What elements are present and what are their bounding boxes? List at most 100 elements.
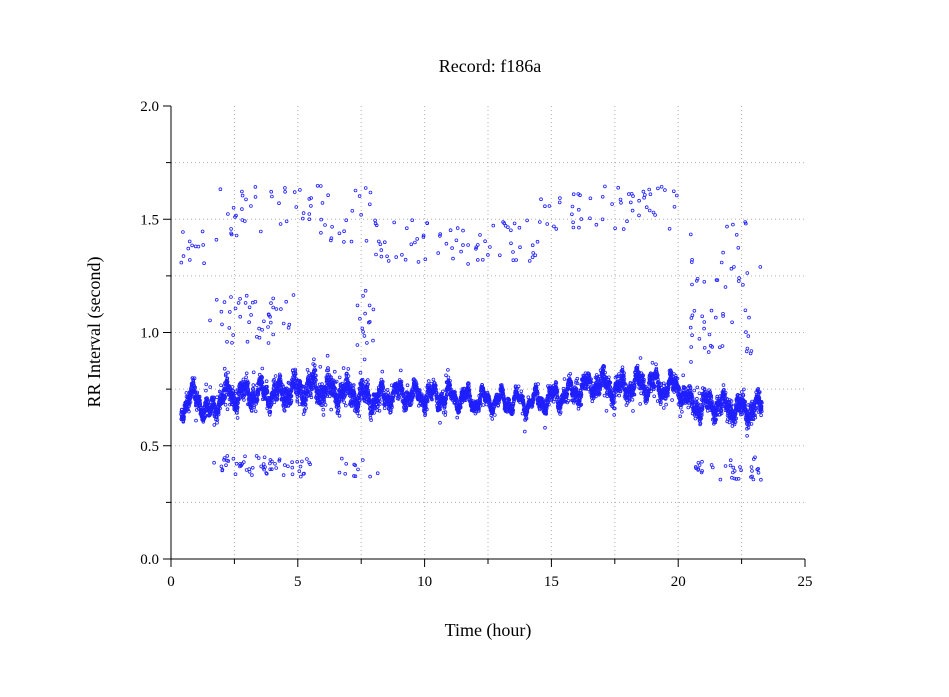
data-point <box>602 393 607 398</box>
data-point <box>365 378 370 382</box>
data-point <box>405 383 410 388</box>
data-point <box>481 403 486 407</box>
data-point <box>638 356 643 360</box>
data-point <box>264 379 269 384</box>
data-point <box>204 388 208 393</box>
data-point <box>397 395 402 399</box>
data-point <box>251 370 256 375</box>
data-point <box>308 391 313 396</box>
data-point <box>313 368 318 373</box>
data-point <box>314 373 318 378</box>
data-point <box>664 402 668 407</box>
data-point <box>654 362 658 367</box>
data-point <box>398 368 403 373</box>
data-point <box>400 386 405 391</box>
data-point <box>192 376 197 381</box>
data-point <box>235 405 240 410</box>
data-point <box>275 396 280 401</box>
data-point <box>215 417 220 422</box>
data-point <box>617 393 621 398</box>
data-point <box>256 389 261 394</box>
data-point <box>351 383 356 387</box>
data-point <box>246 387 251 392</box>
data-point <box>323 403 328 407</box>
data-point <box>223 402 228 407</box>
data-point <box>289 400 293 405</box>
data-point <box>408 403 413 407</box>
data-point <box>236 401 240 405</box>
data-point <box>265 389 270 394</box>
data-point <box>349 404 354 408</box>
data-point <box>321 413 326 417</box>
data-point <box>543 425 547 430</box>
data-point <box>312 363 317 368</box>
data-point <box>309 395 314 400</box>
data-point <box>320 382 324 386</box>
data-point <box>327 373 332 377</box>
data-point <box>302 409 307 414</box>
data-point <box>388 410 393 414</box>
data-point <box>237 397 241 402</box>
data-point <box>411 393 416 398</box>
data-point <box>362 357 367 362</box>
data-point <box>272 377 276 382</box>
data-point <box>346 374 351 378</box>
data-point <box>215 395 219 400</box>
data-point <box>404 405 409 410</box>
data-point <box>444 373 448 378</box>
data-point <box>446 368 450 372</box>
data-point <box>219 383 223 388</box>
data-point <box>322 397 326 402</box>
data-point <box>255 398 260 402</box>
data-point <box>194 418 198 423</box>
data-point <box>321 407 326 412</box>
data-point <box>391 395 396 400</box>
data-point <box>203 415 208 419</box>
data-point <box>298 379 303 384</box>
data-point <box>370 410 375 415</box>
data-point <box>516 384 521 389</box>
data-point <box>385 387 390 392</box>
data-point <box>198 398 202 403</box>
data-point <box>695 396 699 401</box>
data-point <box>342 395 347 399</box>
data-point <box>337 413 342 418</box>
data-point <box>331 378 336 383</box>
data-point <box>242 393 247 398</box>
data-point <box>230 385 235 389</box>
data-point <box>208 385 213 389</box>
data-point <box>630 397 635 402</box>
data-point <box>195 390 200 395</box>
data-point <box>404 407 408 412</box>
data-point <box>492 413 497 417</box>
data-point <box>332 369 337 374</box>
data-point <box>519 389 524 394</box>
data-point <box>268 410 273 415</box>
data-point <box>380 369 385 374</box>
data-point <box>295 399 300 404</box>
data-point <box>638 402 642 406</box>
data-point <box>377 408 382 413</box>
data-point <box>282 408 287 413</box>
data-point <box>399 379 404 384</box>
data-point <box>375 408 380 413</box>
data-point <box>382 388 386 392</box>
data-point <box>336 405 341 410</box>
data-point <box>226 370 230 375</box>
data-point <box>233 391 237 396</box>
data-point <box>695 385 700 390</box>
data-point <box>366 382 370 387</box>
data-point <box>490 417 495 421</box>
data-point <box>322 399 327 404</box>
data-point <box>225 407 230 412</box>
data-point <box>590 399 595 404</box>
data-point <box>286 380 291 385</box>
data-point <box>327 394 332 399</box>
data-point <box>253 409 258 414</box>
data-point <box>228 386 233 391</box>
data-point <box>426 379 431 383</box>
data-point <box>358 398 362 403</box>
data-point <box>278 377 283 382</box>
data-point <box>182 417 186 422</box>
data-point <box>193 385 198 390</box>
